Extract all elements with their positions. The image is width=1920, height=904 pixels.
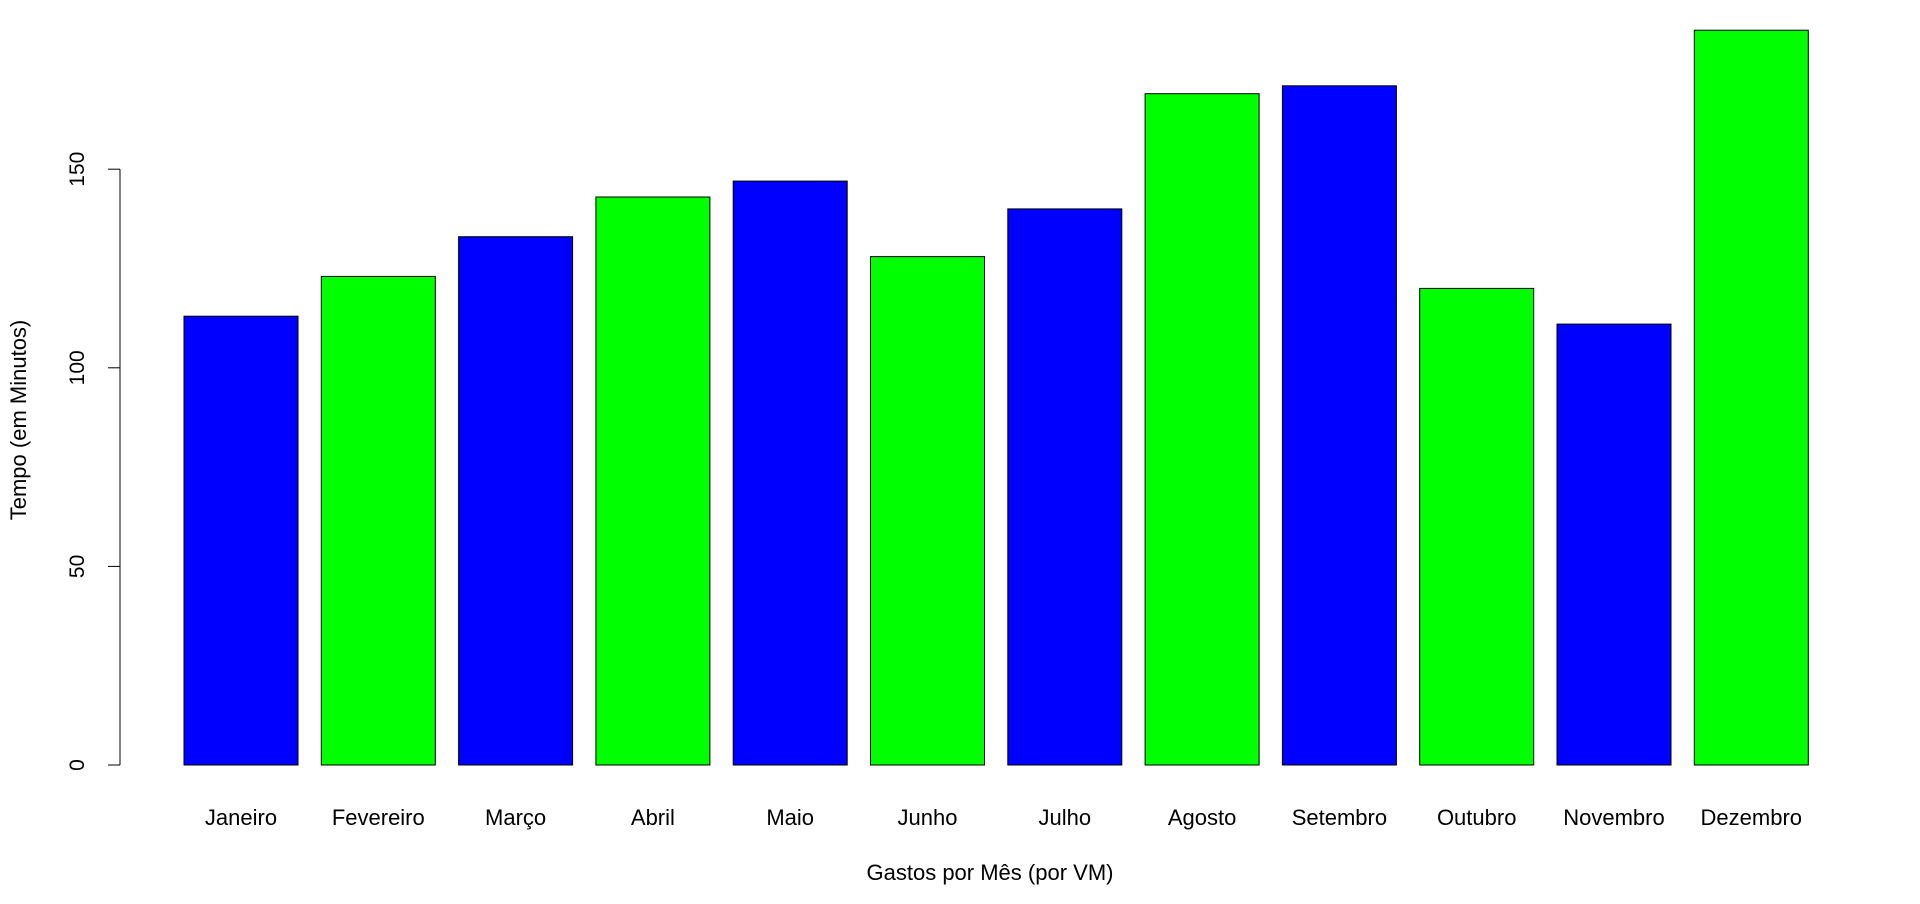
bar-janeiro xyxy=(183,315,299,766)
x-tick-label: Agosto xyxy=(1168,805,1237,830)
bar-fevereiro xyxy=(320,275,436,766)
bar-julho xyxy=(1007,208,1123,766)
x-tick-label: Dezembro xyxy=(1701,805,1802,830)
x-tick-label: Janeiro xyxy=(205,805,277,830)
x-tick-label: Março xyxy=(485,805,546,830)
x-tick-labels: Janeiro Fevereiro Março Abril Maio Junho Julho… xyxy=(205,805,1802,830)
x-tick-label: Novembro xyxy=(1563,805,1664,830)
y-axis-title: Tempo (em Minutos) xyxy=(6,320,31,521)
x-tick-label: Maio xyxy=(766,805,814,830)
y-tick-label: 100 xyxy=(66,350,89,385)
bar-novembro xyxy=(1556,323,1672,766)
y-tick-label: 0 xyxy=(66,759,89,771)
x-axis-title: Gastos por Mês (por VM) xyxy=(867,860,1114,885)
x-tick-label: Setembro xyxy=(1292,805,1387,830)
bar-abril xyxy=(595,196,711,766)
bar-agosto xyxy=(1144,93,1260,766)
bar-setembro xyxy=(1281,85,1397,766)
bar-dezembro xyxy=(1693,29,1809,766)
x-tick-label: Fevereiro xyxy=(332,805,425,830)
x-tick-label: Julho xyxy=(1039,805,1092,830)
bar-março xyxy=(458,236,574,766)
x-tick-label: Abril xyxy=(631,805,675,830)
bar-maio xyxy=(732,180,848,766)
x-tick-label: Outubro xyxy=(1437,805,1517,830)
y-tick-label: 50 xyxy=(66,555,89,578)
x-tick-label: Junho xyxy=(898,805,958,830)
bar-junho xyxy=(870,256,985,766)
bars-group xyxy=(183,29,1809,766)
bar-outubro xyxy=(1419,287,1535,766)
y-tick-label: 150 xyxy=(66,152,89,187)
y-axis: 0 50 100 150 xyxy=(66,152,121,771)
